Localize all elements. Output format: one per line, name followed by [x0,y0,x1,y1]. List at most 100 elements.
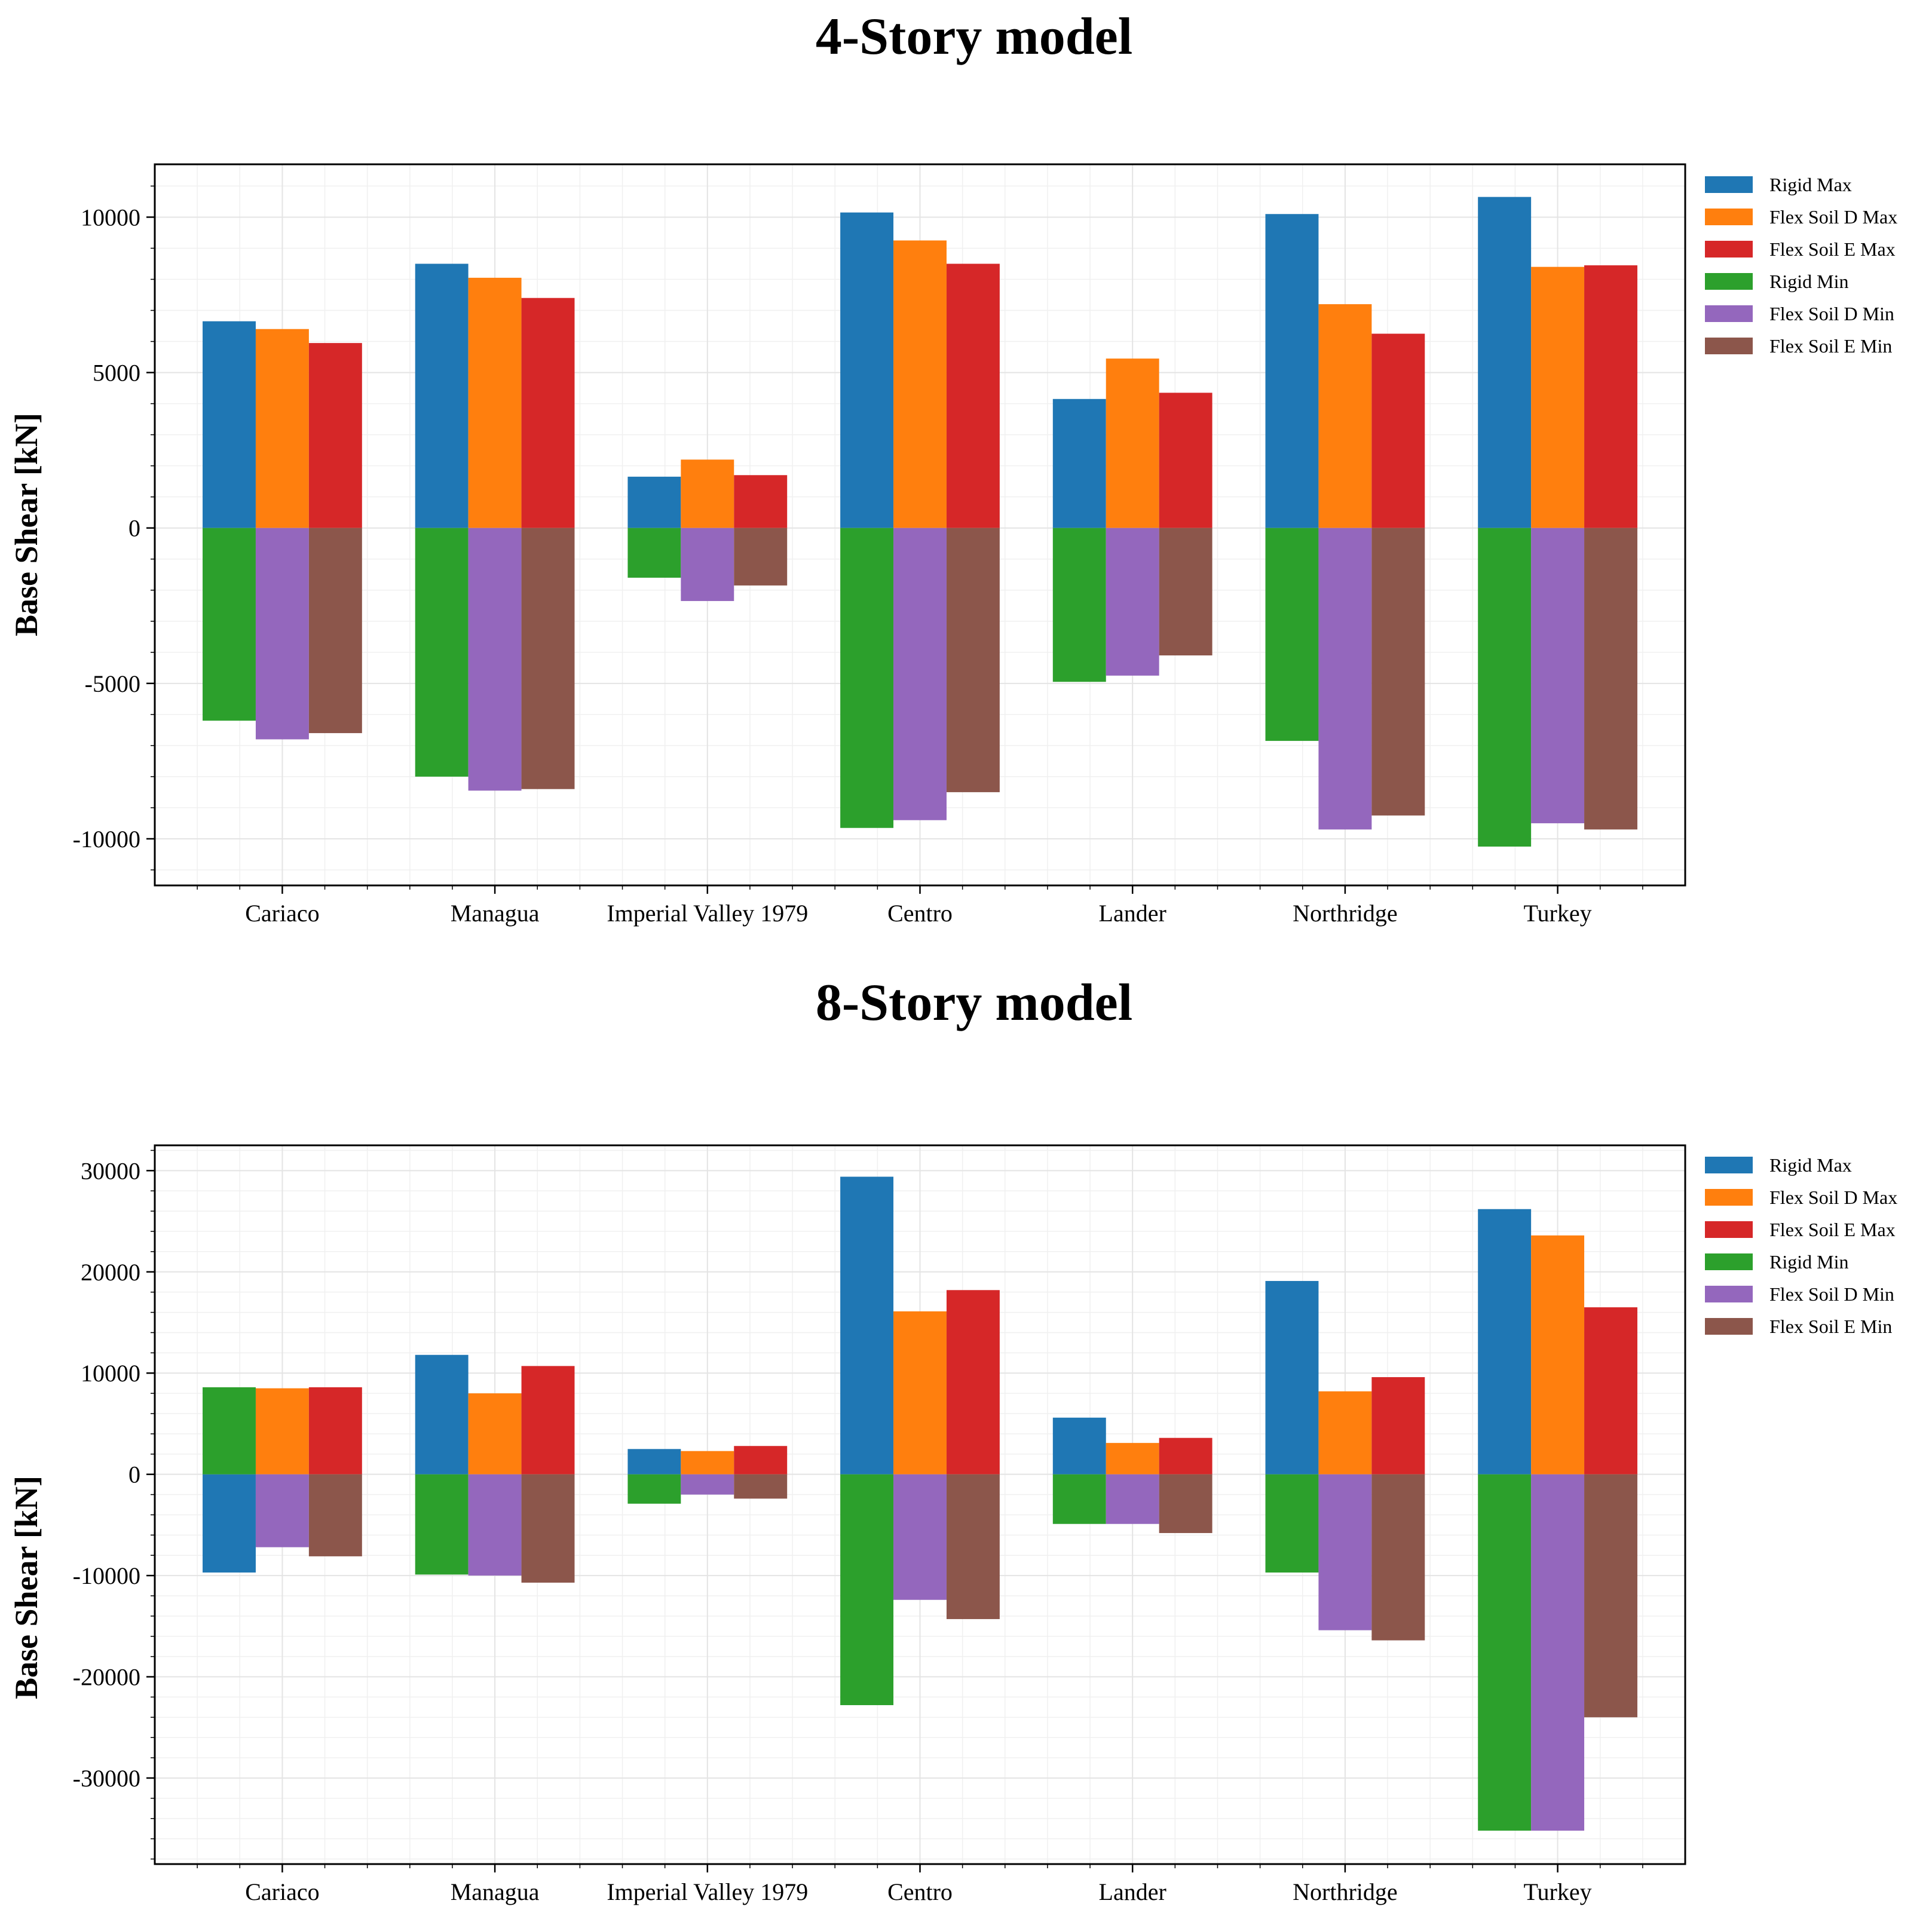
bar-flex-soil-e-max [946,1290,1000,1475]
bar-flex-soil-d-max [468,1393,522,1475]
bar-flex-soil-e-min [1159,528,1213,656]
legend: Rigid Max Flex Soil D Max Flex Soil E Max R… [1705,1154,1897,1337]
legend-swatch [1705,209,1753,225]
bar-rigid-max [627,476,681,528]
y-axis-label: Base Shear [kN] [8,1476,44,1699]
bar-flex-soil-e-max [734,475,788,528]
bar-flex-soil-d-min [1531,1474,1585,1831]
bar-rigid-max [203,1474,256,1573]
x-tick-label: Cariaco [245,1878,319,1905]
x-tick-label: Turkey [1524,1878,1592,1905]
bar-flex-soil-e-min [1159,1474,1213,1533]
legend-label: Flex Soil E Max [1769,1219,1896,1240]
bar-rigid-min [415,528,469,777]
legend-label: Flex Soil E Min [1769,335,1892,357]
bar-flex-soil-e-max [1584,265,1637,528]
x-tick-label: Cariaco [245,900,319,927]
x-tick-label: Northridge [1293,900,1398,927]
bar-rigid-min [627,528,681,578]
bar-flex-soil-e-min [734,528,788,586]
legend: Rigid Max Flex Soil D Max Flex Soil E Max R… [1705,174,1897,357]
y-tick-label: 10000 [81,204,140,231]
bar-flex-soil-d-max [1531,266,1585,528]
bar-rigid-min [840,1474,894,1705]
x-tick-label: Northridge [1293,1878,1398,1905]
x-tick-label: Lander [1099,900,1166,927]
bar-flex-soil-d-max [468,277,522,528]
legend-label: Rigid Max [1769,1154,1852,1176]
legend-swatch [1705,1286,1753,1302]
bar-flex-soil-d-max [1318,304,1372,528]
bar-flex-soil-d-min [1106,528,1159,676]
y-tick-label: 10000 [81,1360,140,1387]
bar-flex-soil-e-max [308,1387,362,1475]
bar-flex-soil-d-max [1106,1443,1159,1475]
bar-flex-soil-d-min [1106,1474,1159,1524]
bar-flex-soil-e-max [1371,1377,1425,1475]
bar-flex-soil-d-max [1318,1391,1372,1475]
legend-swatch [1705,305,1753,322]
bar-rigid-max [1265,214,1319,528]
y-tick-label: -10000 [73,1562,140,1589]
bar-flex-soil-e-max [734,1446,788,1475]
legend-label: Flex Soil D Min [1769,1283,1894,1305]
bar-flex-soil-e-max [521,1366,575,1475]
chart-title: 4-Story model [816,8,1132,66]
bar-rigid-min [627,1474,681,1504]
y-tick-label: 0 [128,515,140,542]
y-tick-label: 0 [128,1461,140,1488]
bar-flex-soil-d-min [468,1474,522,1576]
bar-flex-soil-e-max [1584,1307,1637,1475]
bar-rigid-max [415,263,469,528]
bar-rigid-min [203,1387,256,1475]
bar-rigid-min [415,1474,469,1575]
bar-flex-soil-e-max [521,298,575,528]
bar-rigid-max [627,1449,681,1475]
bar-flex-soil-e-min [1371,528,1425,816]
bar-flex-soil-e-min [946,528,1000,792]
bar-flex-soil-e-min [946,1474,1000,1619]
bar-flex-soil-d-min [681,1474,734,1495]
bar-flex-soil-d-max [893,1311,947,1475]
x-tick-label: Centro [887,900,953,927]
chart-8-story: 8-Story model Base Shear [kN] 30000 20000… [0,963,1932,1925]
legend-label: Rigid Min [1769,1251,1848,1273]
bar-flex-soil-d-min [681,528,734,601]
bar-rigid-min [203,528,256,721]
legend-label: Flex Soil E Max [1769,238,1896,260]
bar-flex-soil-e-min [734,1474,788,1499]
bar-flex-soil-d-max [1106,358,1159,528]
y-tick-label: -10000 [73,826,140,853]
legend-swatch [1705,273,1753,290]
bar-flex-soil-e-max [308,343,362,528]
legend-label: Flex Soil E Min [1769,1316,1892,1337]
bar-flex-soil-e-max [1159,1437,1213,1475]
bar-flex-soil-e-max [946,263,1000,528]
bar-rigid-max [1052,1417,1106,1475]
x-tick-label: Managua [451,900,540,927]
chart-title: 8-Story model [816,974,1132,1032]
bar-flex-soil-e-min [1584,528,1637,830]
bar-rigid-min [1478,528,1532,847]
bar-flex-soil-d-min [1318,528,1372,830]
y-tick-label: -30000 [73,1765,140,1792]
bar-rigid-max [840,1176,894,1475]
y-tick-label: 30000 [81,1157,140,1184]
x-tick-label: Imperial Valley 1979 [607,1878,808,1905]
bar-flex-soil-e-min [1584,1474,1637,1718]
legend-label: Flex Soil D Max [1769,206,1897,228]
chart-4-story: 4-Story model Base Shear [kN] 10000 5000 0… [0,0,1932,963]
legend-label: Rigid Min [1769,271,1848,292]
bar-flex-soil-d-min [1531,528,1585,823]
y-tick-label: -5000 [85,670,140,697]
bar-rigid-max [1052,399,1106,528]
bar-flex-soil-d-min [1318,1474,1372,1630]
legend-swatch [1705,1189,1753,1206]
bar-flex-soil-e-min [521,1474,575,1583]
bar-flex-soil-d-min [893,528,947,820]
legend-swatch [1705,176,1753,193]
bar-flex-soil-d-max [1531,1235,1585,1475]
legend-swatch [1705,1253,1753,1270]
bar-rigid-max [1265,1281,1319,1475]
legend-label: Flex Soil D Max [1769,1187,1897,1208]
